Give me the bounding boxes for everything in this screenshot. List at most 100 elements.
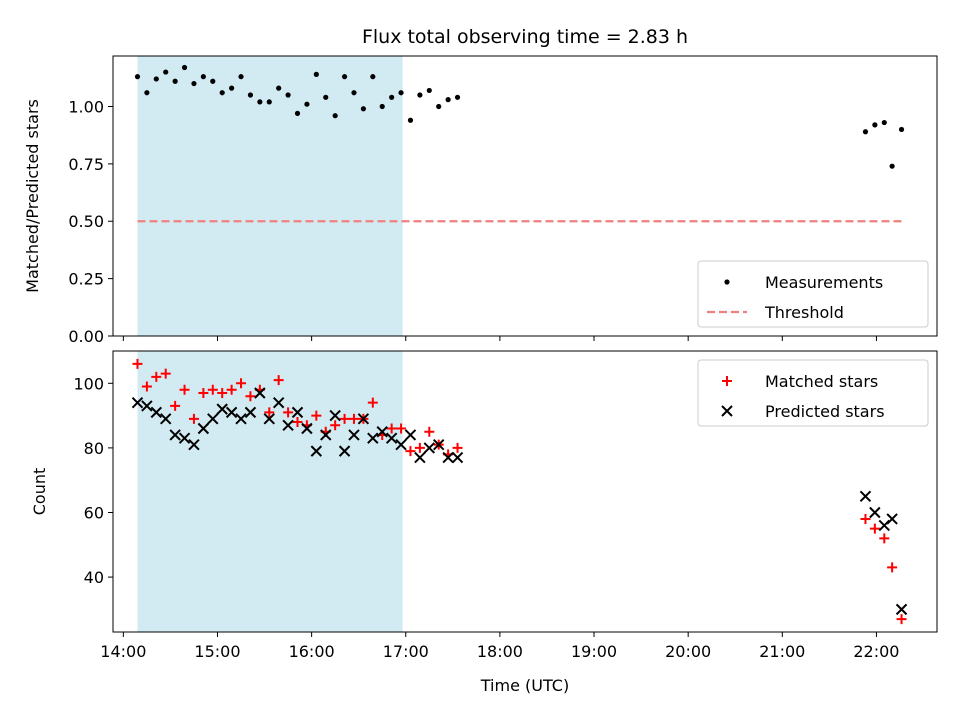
- measurement-point: [304, 101, 310, 107]
- predicted-star-point: [291, 406, 304, 419]
- measurement-point: [872, 122, 878, 128]
- observing-span: [137, 351, 403, 632]
- predicted-star-point: [254, 387, 266, 399]
- y-axis-label: Matched/Predicted stars: [23, 99, 42, 293]
- matched-star-point: [452, 442, 463, 453]
- measurement-point: [436, 103, 442, 110]
- matched-star-point: [896, 614, 907, 625]
- axes-frame: [112, 55, 938, 337]
- legend-label: Predicted stars: [765, 402, 885, 421]
- legend-box: [697, 260, 929, 328]
- predicted-star-point: [886, 513, 898, 525]
- matched-star-point: [330, 420, 341, 431]
- matched-star-point: [207, 384, 218, 395]
- measurement-point: [294, 110, 301, 116]
- measurement-point: [862, 129, 869, 135]
- predicted-star-point: [859, 490, 872, 503]
- measurement-point: [407, 117, 414, 123]
- measurement-point: [163, 69, 169, 75]
- y-tick-label: 80: [84, 439, 104, 458]
- measurement-point: [172, 78, 178, 84]
- matched-star-point: [405, 446, 416, 457]
- predicted-star-point: [207, 413, 219, 425]
- matched-star-point: [160, 368, 171, 379]
- predicted-star-point: [282, 419, 294, 431]
- predicted-star-point: [310, 445, 323, 457]
- legend-label: Measurements: [765, 273, 883, 292]
- measurement-point: [266, 99, 272, 105]
- predicted-star-point: [216, 403, 228, 415]
- matched-star-point: [236, 378, 247, 389]
- matched-star-point: [141, 381, 152, 392]
- legend-box: [697, 359, 929, 427]
- predicted-star-point: [188, 438, 200, 451]
- y-tick-label: 0.25: [68, 270, 104, 289]
- matched-star-point: [273, 375, 284, 386]
- matched-star-point: [339, 413, 350, 424]
- measurement-point: [181, 64, 188, 71]
- legend-plus-marker: [722, 376, 732, 386]
- predicted-star-point: [329, 409, 341, 422]
- measurement-point: [323, 94, 329, 100]
- predicted-star-point: [869, 506, 881, 519]
- measurement-point: [238, 74, 244, 80]
- y-tick-label: 0.00: [68, 327, 104, 346]
- legend-label: Matched stars: [765, 372, 878, 391]
- matched-star-point: [198, 387, 209, 398]
- matched-star-point: [860, 513, 871, 524]
- matched-star-point: [179, 384, 190, 395]
- measurement-point: [341, 74, 348, 80]
- measurement-point: [229, 85, 235, 91]
- measurement-point: [134, 74, 141, 80]
- legend-x-marker: [721, 405, 733, 417]
- matched-star-point: [245, 391, 256, 402]
- predicted-star-point: [301, 422, 313, 435]
- x-tick-label: 17:00: [383, 642, 429, 661]
- y-tick-label: 100: [73, 374, 104, 393]
- matched-star-point: [283, 407, 294, 418]
- predicted-star-point: [160, 413, 172, 425]
- predicted-star-point: [348, 429, 360, 441]
- measurement-point: [454, 94, 461, 100]
- y-tick-label: 0.75: [68, 155, 104, 174]
- predicted-star-point: [433, 438, 445, 451]
- measurement-point: [379, 103, 385, 110]
- legend: Matched stars Predicted stars: [697, 359, 929, 427]
- measurement-point: [285, 92, 291, 98]
- predicted-star-point: [395, 438, 407, 451]
- x-tick-label: 22:00: [853, 642, 899, 661]
- measurement-point: [351, 90, 357, 96]
- matched-star-point: [348, 413, 359, 424]
- x-tick-label: 19:00: [571, 642, 617, 661]
- count-panel: 40 60 80 100 14:00 15:00 16:00 17:00 18:00 19:00 2…: [30, 350, 938, 695]
- matched-star-point: [869, 523, 880, 534]
- axes-frame: [112, 350, 938, 633]
- predicted-star-point: [357, 413, 370, 425]
- predicted-star-point: [178, 432, 191, 444]
- matched-star-point: [424, 426, 435, 437]
- predicted-star-point: [320, 429, 332, 441]
- predicted-star-point: [414, 451, 426, 464]
- measurement-point: [210, 78, 216, 84]
- matched-star-point: [217, 387, 228, 398]
- y-tick-label: 1.00: [68, 97, 104, 116]
- predicted-star-point: [263, 413, 275, 425]
- predicted-star-point: [423, 442, 436, 454]
- legend-label: Threshold: [764, 303, 844, 322]
- matched-star-point: [414, 442, 425, 453]
- legend: Measurements Threshold: [697, 260, 929, 328]
- measurement-point: [313, 71, 319, 77]
- measurement-point: [889, 163, 895, 169]
- x-axis-label: Time (UTC): [480, 676, 569, 695]
- predicted-star-point: [895, 603, 908, 616]
- predicted-star-point: [235, 413, 247, 425]
- matched-star-point: [132, 358, 143, 369]
- predicted-star-point: [169, 429, 181, 441]
- predicted-star-point: [225, 406, 238, 419]
- chart-title: Flux total observing time = 2.83 h: [362, 26, 688, 48]
- matched-star-point: [188, 413, 199, 424]
- x-tick-label: 20:00: [665, 642, 711, 661]
- matched-star-point: [311, 410, 322, 421]
- x-tick-label: 14:00: [100, 642, 146, 661]
